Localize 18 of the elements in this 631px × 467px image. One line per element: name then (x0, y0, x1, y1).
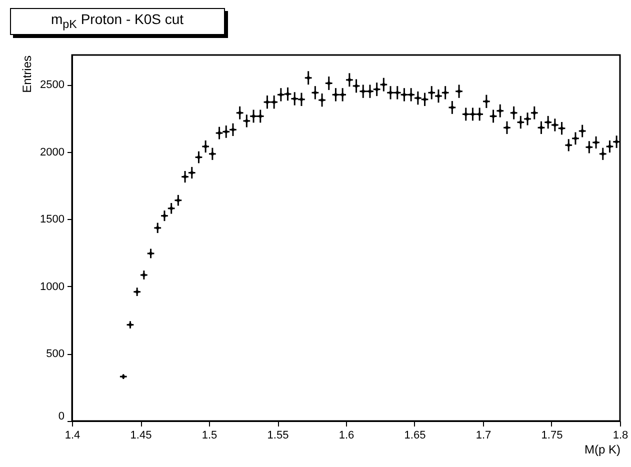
x-tick-label: 1.55 (267, 430, 289, 442)
x-tick-label: 1.45 (130, 430, 152, 442)
y-tick-label: 0 (58, 410, 64, 422)
y-tick-label: 1500 (40, 214, 64, 226)
x-axis-title: M(p K) (584, 442, 621, 456)
x-tick-label: 1.5 (202, 430, 218, 442)
x-tick-label: 1.75 (541, 430, 563, 442)
x-tick-label: 1.8 (612, 430, 628, 442)
y-axis-title: Entries (20, 56, 34, 93)
x-tick-label: 1.6 (338, 430, 354, 442)
x-tick-label: 1.65 (404, 430, 426, 442)
y-tick-label: 500 (46, 348, 64, 360)
y-tick-label: 1000 (40, 280, 64, 293)
x-tick-label: 1.7 (476, 430, 492, 442)
y-tick-label: 2000 (40, 146, 64, 158)
y-tick-label: 2500 (40, 79, 64, 92)
x-tick-label: 1.4 (64, 430, 80, 442)
chart-title: m$_{pK}$ Proton - K0S cut (10, 8, 225, 35)
